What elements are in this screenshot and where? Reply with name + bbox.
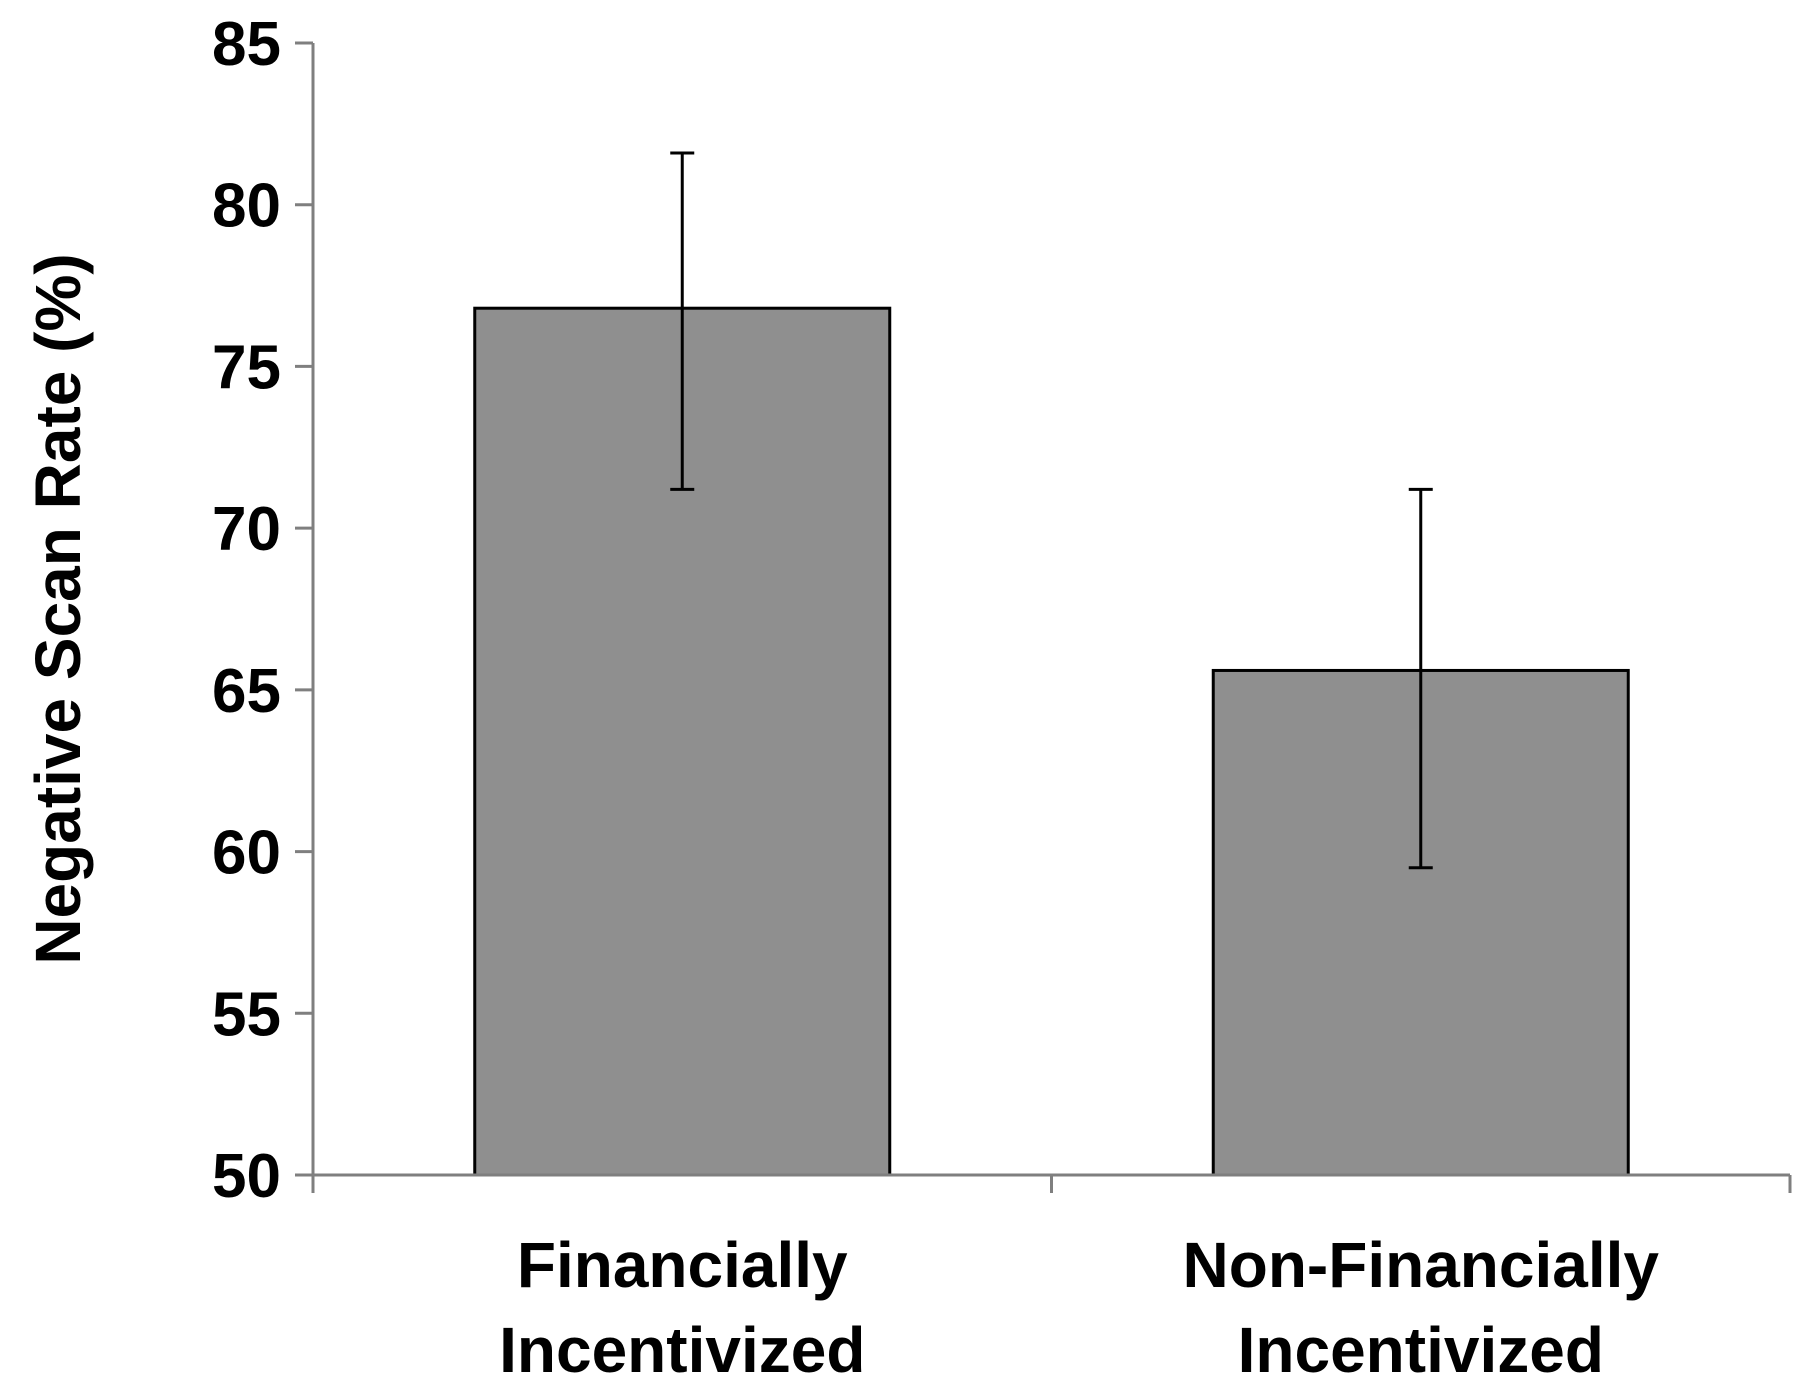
y-tick-label: 60 (212, 819, 281, 888)
error-bars-layer (670, 151, 1433, 870)
labels-layer: 50 55 60 65 70 75 80 85 Financially Incentivized N… (212, 10, 1659, 1384)
x-category-label: Incentivized (1238, 1314, 1604, 1384)
x-category-label: Incentivized (499, 1314, 865, 1384)
x-category-label: Non-Financially (1183, 1229, 1660, 1301)
axes-layer (295, 41, 1792, 1193)
error-bar-1 (670, 151, 695, 491)
bars-layer (473, 306, 1630, 1177)
y-tick-label: 70 (212, 495, 281, 564)
error-bar-2 (1408, 487, 1433, 870)
y-tick-label: 65 (212, 657, 281, 726)
x-category-label: Financially (517, 1229, 848, 1301)
y-tick-label: 75 (212, 333, 281, 402)
y-axis-title: Negative Scan Rate (%) (22, 253, 94, 964)
y-tick-label: 50 (212, 1142, 281, 1211)
y-axis-title-group: Negative Scan Rate (%) (22, 253, 94, 964)
y-tick-label: 85 (212, 10, 281, 79)
y-tick-label: 80 (212, 172, 281, 241)
y-tick-label: 55 (212, 980, 281, 1049)
